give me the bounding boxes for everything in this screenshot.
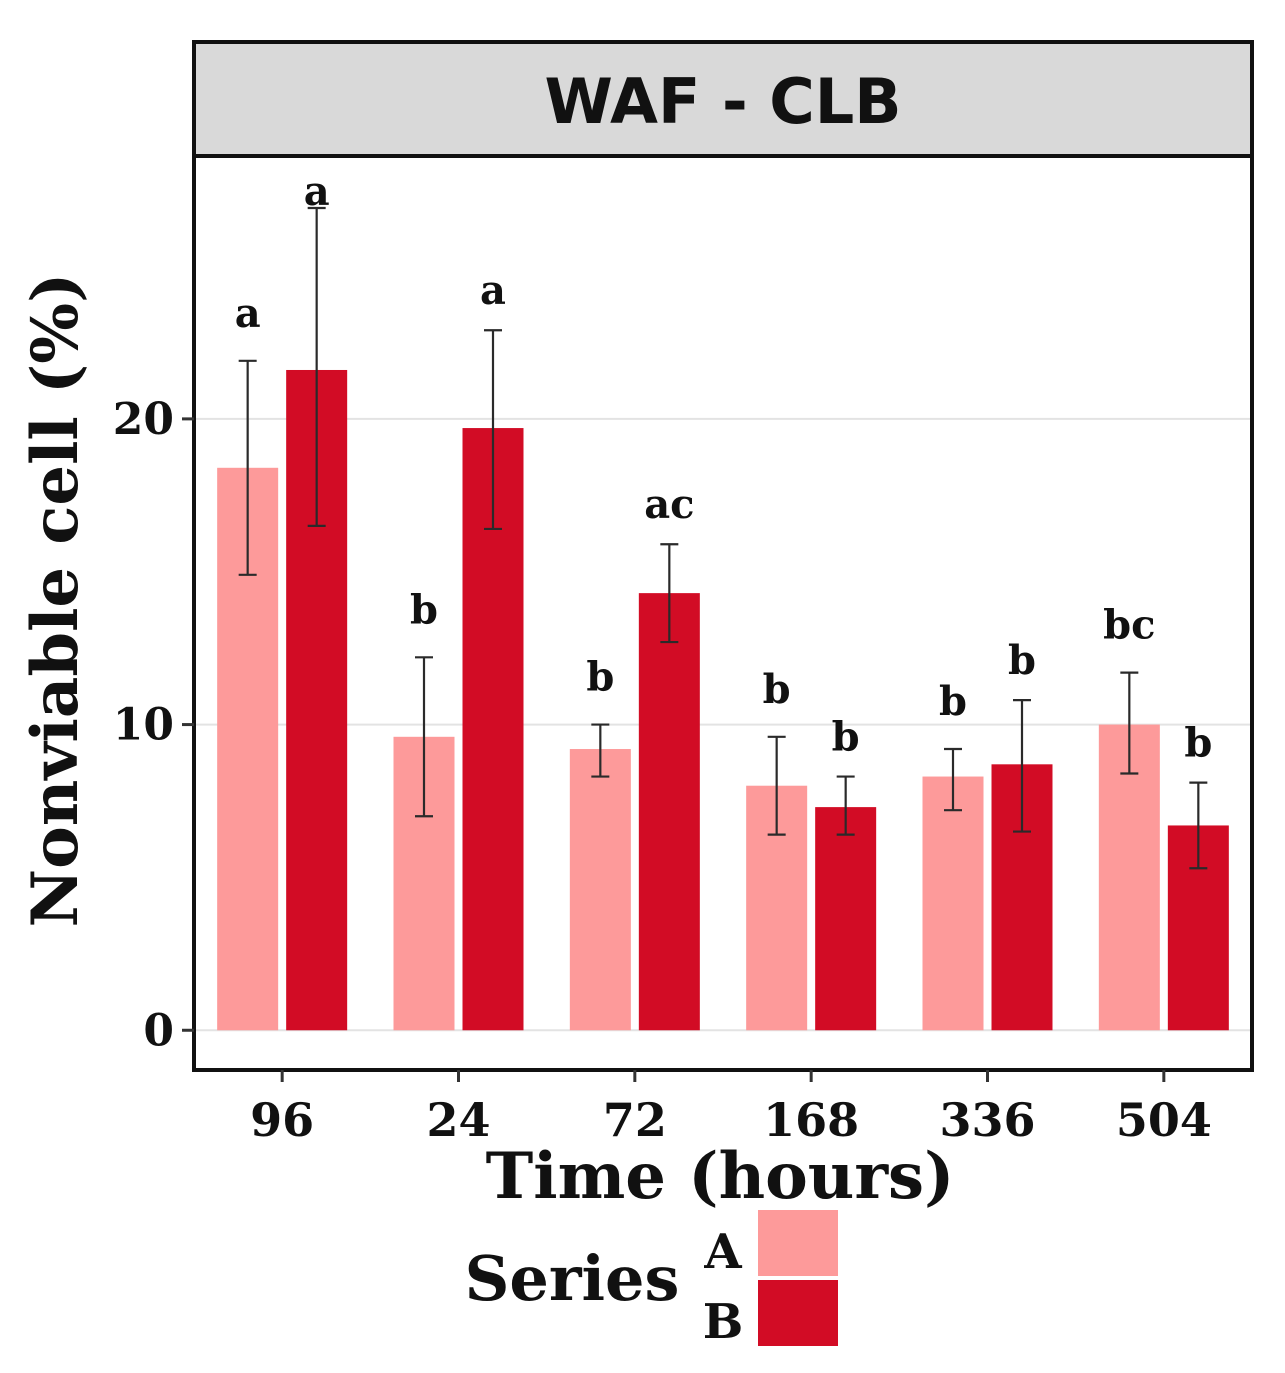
tick-label-y-0: 0: [143, 1005, 174, 1056]
sig-label-b-24: a: [480, 267, 506, 314]
sig-label-a-336: b: [939, 678, 967, 725]
x-axis-ticks: 96 24 72 168 336 504: [250, 1070, 1212, 1147]
legend-label-a: A: [703, 1224, 742, 1280]
tick-label-y-10: 10: [113, 700, 174, 751]
bar-a-72: [569, 749, 631, 1031]
error-bar-a-504: [1120, 671, 1139, 775]
bar-b-168: [815, 807, 877, 1031]
tick-label-y-20: 20: [113, 394, 174, 445]
bar-a-336: [922, 776, 984, 1031]
sig-label-b-72: ac: [644, 481, 694, 528]
error-bars: [238, 206, 1208, 870]
tick-label-x-96: 96: [250, 1093, 314, 1147]
sig-label-b-96: a: [304, 168, 330, 215]
error-bar-b-168: [836, 775, 855, 836]
tick-label-x-504: 504: [1116, 1093, 1212, 1147]
sig-label-a-72: b: [586, 654, 614, 701]
error-bar-b-24: [484, 329, 502, 531]
legend-key-a: [758, 1210, 838, 1276]
facet-title: WAF - CLB: [544, 65, 901, 138]
tick-label-x-72: 72: [603, 1093, 667, 1147]
y-axis-ticks: 0 10 20: [113, 394, 194, 1056]
plot-panel-border: [192, 154, 1254, 1072]
error-bar-a-24: [415, 656, 433, 818]
y-axis-title: Nonviable cell (%): [18, 273, 93, 928]
legend-key-b: [758, 1280, 838, 1346]
error-bar-a-96: [238, 359, 257, 576]
sig-label-b-168: b: [832, 714, 860, 761]
error-bar-a-336: [944, 747, 962, 812]
x-axis-title: Time (hours): [486, 1139, 955, 1214]
facet-strip: [192, 40, 1254, 158]
error-bar-b-96: [307, 206, 326, 527]
tick-label-x-24: 24: [426, 1093, 490, 1147]
error-bar-a-72: [591, 723, 610, 778]
sig-label-a-168: b: [763, 666, 791, 713]
legend: Series A B: [465, 1210, 838, 1350]
legend-title: Series: [465, 1242, 680, 1315]
error-bar-a-168: [767, 735, 786, 836]
legend-label-b: B: [703, 1294, 744, 1350]
bar-a-504: [1098, 724, 1160, 1031]
sig-label-a-96: a: [235, 290, 261, 337]
sig-label-a-504: bc: [1103, 602, 1155, 649]
tick-label-x-336: 336: [939, 1093, 1035, 1147]
sig-label-b-336: b: [1008, 637, 1036, 684]
tick-label-x-168: 168: [763, 1093, 859, 1147]
bar-b-72: [638, 593, 700, 1031]
sig-label-a-24: b: [410, 586, 438, 633]
sig-label-b-504: b: [1184, 720, 1212, 767]
plot-panel: [194, 156, 1252, 1070]
grid-lines: [196, 417, 1250, 1032]
error-bar-b-504: [1189, 781, 1208, 870]
error-bar-b-336: [1013, 699, 1031, 833]
error-bar-b-72: [660, 543, 679, 644]
